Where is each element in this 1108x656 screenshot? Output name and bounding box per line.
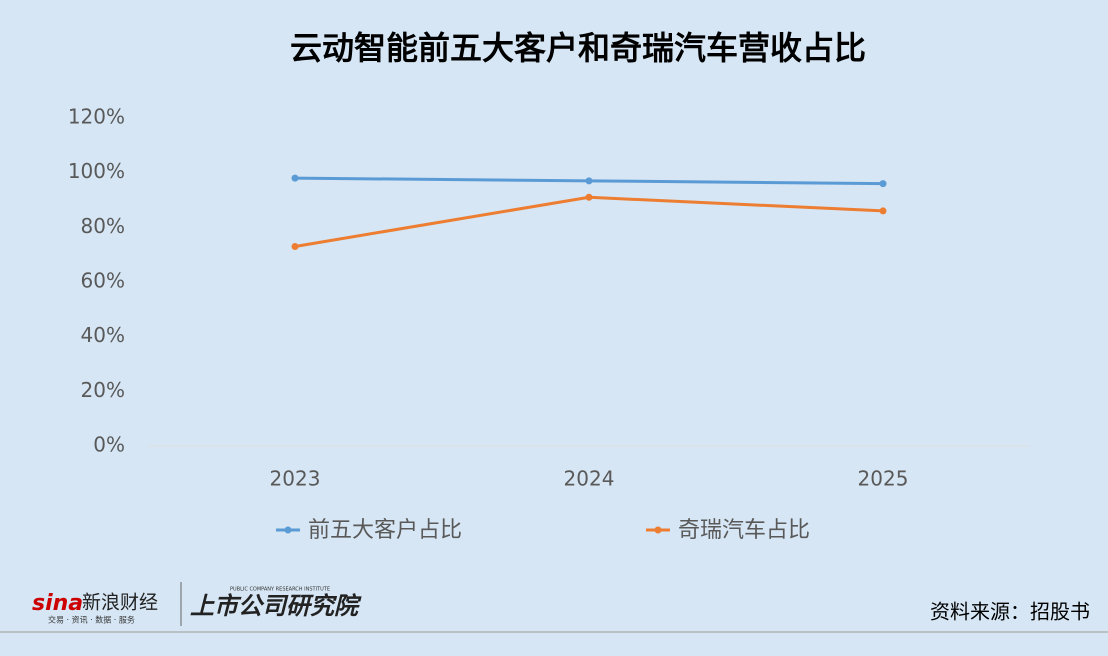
logo-institute: 上市公司研究院 xyxy=(190,592,362,620)
legend-label: 前五大客户占比 xyxy=(308,518,462,543)
point xyxy=(585,177,593,185)
point xyxy=(879,207,887,215)
y-tick-label: 0% xyxy=(93,433,125,457)
y-tick-label: 40% xyxy=(81,323,125,347)
x-tick-label: 2023 xyxy=(270,467,321,491)
logo-tagline: 交易 · 资讯 · 数据 · 服务 xyxy=(48,615,135,625)
logo-name: 新浪财经 xyxy=(82,592,158,614)
logo: sina 新浪财经 交易 · 资讯 · 数据 · 服务 PUBLIC COMPA… xyxy=(32,582,362,626)
y-tick-label: 120% xyxy=(68,105,125,129)
logo-institute-en: PUBLIC COMPANY RESEARCH INSTITUTE xyxy=(230,587,330,593)
point xyxy=(585,193,593,201)
point xyxy=(879,180,887,188)
point xyxy=(291,174,299,182)
y-tick-label: 60% xyxy=(81,269,125,293)
legend-label: 奇瑞汽车占比 xyxy=(678,518,810,543)
y-tick-label: 80% xyxy=(81,214,125,238)
legend-marker xyxy=(654,526,662,534)
x-tick-label: 2024 xyxy=(564,467,615,491)
logo-brand: sina xyxy=(32,591,83,616)
legend-marker xyxy=(284,526,292,534)
y-tick-label: 20% xyxy=(81,378,125,402)
point xyxy=(291,242,299,250)
x-tick-label: 2025 xyxy=(858,467,909,491)
source: 资料来源：招股书 xyxy=(930,600,1090,624)
chart-title: 云动智能前五大客户和奇瑞汽车营收占比 xyxy=(290,29,866,67)
y-tick-label: 100% xyxy=(68,159,125,183)
